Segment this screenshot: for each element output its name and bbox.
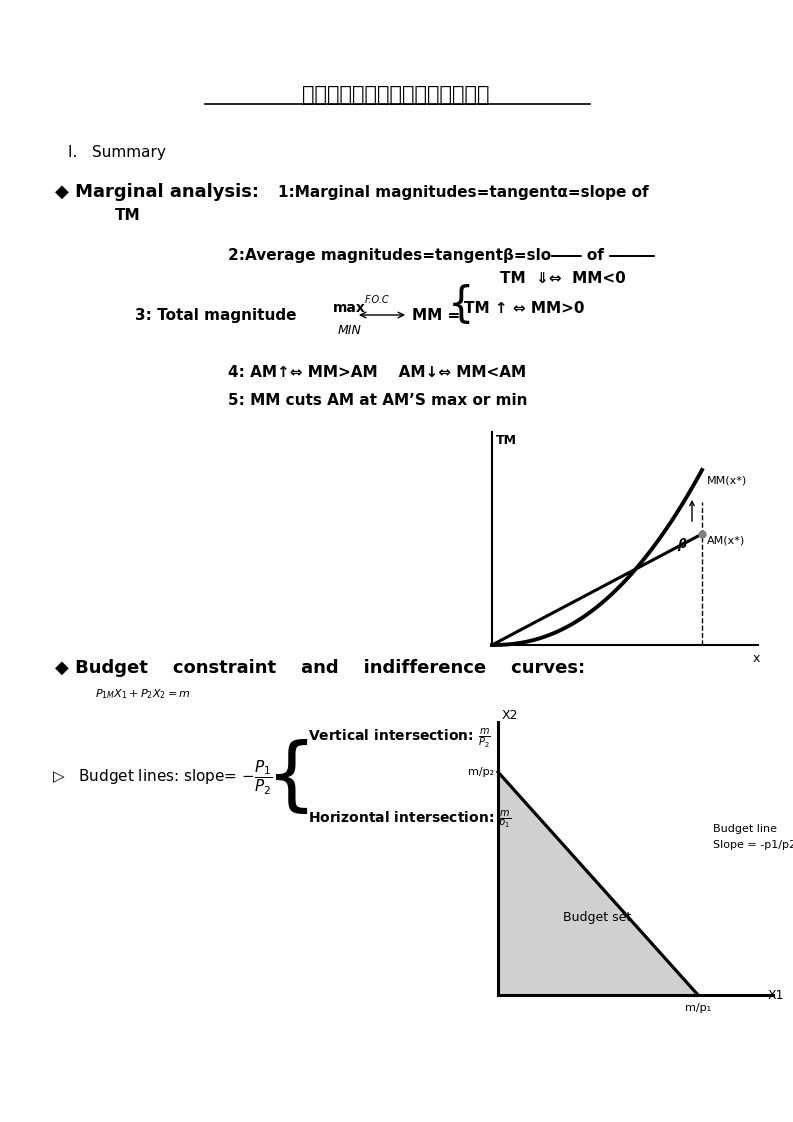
- Text: Vertical intersection: $\frac{m}{P_2}$: Vertical intersection: $\frac{m}{P_2}$: [308, 726, 491, 749]
- Text: m/p₂: m/p₂: [468, 767, 494, 778]
- Text: $P_{1M}X_1 + P_2X_2 = m$: $P_{1M}X_1 + P_2X_2 = m$: [95, 687, 191, 701]
- Text: TM  ⇓⇔  MM<0: TM ⇓⇔ MM<0: [500, 270, 626, 285]
- Text: x: x: [753, 652, 760, 664]
- Text: m/p₁: m/p₁: [685, 1003, 711, 1013]
- Text: max: max: [333, 301, 366, 315]
- Text: I.   Summary: I. Summary: [68, 145, 166, 159]
- Text: AM(x*): AM(x*): [707, 535, 745, 545]
- Text: MIN: MIN: [338, 323, 362, 337]
- Text: 3: Total magnitude: 3: Total magnitude: [135, 307, 297, 322]
- Text: 5: MM cuts AM at AM’S max or min: 5: MM cuts AM at AM’S max or min: [228, 393, 527, 407]
- Text: ◆ Budget    constraint    and    indifference    curves:: ◆ Budget constraint and indifference cur…: [55, 659, 585, 677]
- Text: 2:Average magnitudes=tangentβ=slo―― of ―――: 2:Average magnitudes=tangentβ=slo―― of ―…: [228, 248, 655, 263]
- Text: $\triangleright$   Budget lines: slope= $-\dfrac{P_1}{P_2}$: $\triangleright$ Budget lines: slope= $-…: [52, 758, 273, 797]
- Text: MM(x*): MM(x*): [707, 475, 747, 485]
- Text: TM: TM: [496, 433, 517, 447]
- Text: Horizontal intersection: $\frac{m}{p_1}$: Horizontal intersection: $\frac{m}{p_1}$: [308, 809, 511, 831]
- Text: ◆ Marginal analysis:: ◆ Marginal analysis:: [55, 183, 259, 201]
- Text: 1:Marginal magnitudes=tangentα=slope of: 1:Marginal magnitudes=tangentα=slope of: [278, 184, 649, 200]
- Text: MM =: MM =: [412, 307, 460, 322]
- Text: X1: X1: [768, 988, 784, 1002]
- Text: X2: X2: [502, 708, 519, 721]
- Text: Budget set: Budget set: [563, 910, 631, 923]
- Text: 4: AM↑⇔ MM>AM    AM↓⇔ MM<AM: 4: AM↑⇔ MM>AM AM↓⇔ MM<AM: [228, 365, 526, 379]
- Polygon shape: [498, 772, 698, 995]
- Text: Budget line
Slope = -p1/p2: Budget line Slope = -p1/p2: [713, 825, 793, 849]
- Text: 范里安中级微观经济学知识点总结: 范里安中级微观经济学知识点总结: [302, 85, 490, 105]
- Text: β: β: [677, 537, 687, 551]
- Text: TM ↑ ⇔ MM>0: TM ↑ ⇔ MM>0: [464, 301, 584, 315]
- Text: TM: TM: [115, 208, 140, 222]
- Text: {: {: [448, 284, 474, 327]
- Text: F.O.C: F.O.C: [365, 295, 389, 305]
- Text: {: {: [266, 739, 318, 817]
